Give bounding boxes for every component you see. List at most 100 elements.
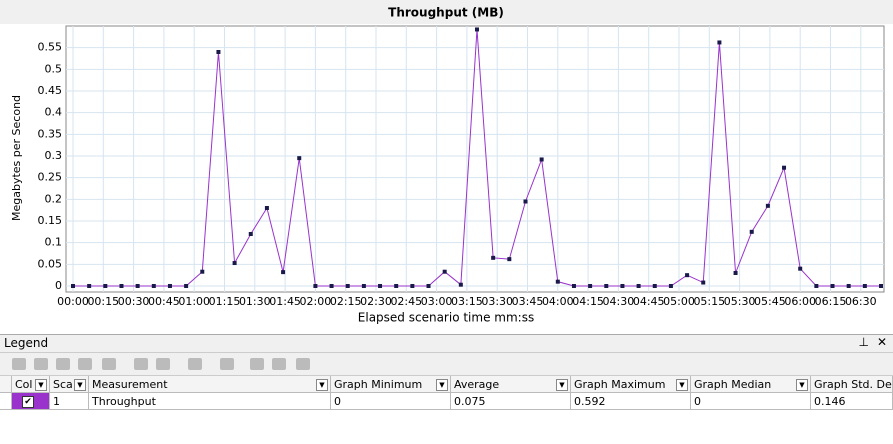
y-tick-label: 0.25 [38,171,63,184]
point [410,284,415,288]
y-tick-label: 0.15 [38,214,63,227]
toolbar-button[interactable] [78,358,92,370]
filter-dropdown[interactable]: ▼ [796,379,808,391]
toolbar-button[interactable] [34,358,48,370]
point [571,284,576,288]
toolbar-button[interactable] [56,358,70,370]
x-tick-label: 03:45 [512,295,544,308]
toolbar [0,352,893,376]
y-tick-label: 0.35 [38,127,63,140]
column-header[interactable]: Average ▼ [451,376,571,393]
x-tick-label: 04:45 [633,295,665,308]
x-tick-label: 00:00 [57,295,89,308]
point [652,284,657,288]
x-tick-label: 04:15 [572,295,604,308]
point [313,284,318,288]
table-cell-text: 1 [53,395,60,408]
x-tick-label: 04:00 [542,295,574,308]
toolbar-button[interactable] [188,358,202,370]
point [329,284,334,288]
point [685,273,690,278]
point [442,269,447,274]
column-header[interactable]: Measurement ▼ [89,376,331,393]
point [555,279,560,284]
row-selector-header [0,376,12,393]
table-cell: 0.146 [811,393,893,410]
toolbar-button[interactable] [156,358,170,370]
table-cell: 1 [50,393,89,410]
y-tick-label: 0.4 [45,106,63,119]
x-axis-label: Elapsed scenario time mm:ss [358,311,534,325]
point [846,284,851,288]
point [297,156,302,161]
point [539,157,544,162]
toolbar-button[interactable] [134,358,148,370]
toolbar-button[interactable] [220,358,234,370]
legend-panel-header: Legend ⊥ ✕ [0,334,893,353]
x-tick-label: 02:15 [330,295,362,308]
point [491,255,496,260]
toolbar-button[interactable] [296,358,310,370]
point [798,266,803,271]
column-header-text: Graph Std. Devi [814,378,893,391]
point [151,284,156,288]
toolbar-button[interactable] [12,358,26,370]
column-header-text: Sca [53,378,73,391]
point [830,284,835,288]
point [701,280,706,285]
table-cell-text: 0.075 [454,395,486,408]
x-tick-label: 00:45 [148,295,180,308]
filter-dropdown[interactable]: ▼ [74,379,86,391]
filter-dropdown[interactable]: ▼ [436,379,448,391]
point [394,284,399,288]
close-button[interactable]: ✕ [876,335,887,349]
y-tick-label: 0.3 [45,149,63,162]
filter-dropdown[interactable]: ▼ [556,379,568,391]
point [232,261,237,266]
row-selector [0,393,12,410]
plot-frame [65,25,885,293]
point [119,284,124,288]
point [378,284,383,288]
y-tick-label: 0.45 [38,84,63,97]
point [717,40,722,45]
toolbar-button[interactable] [250,358,264,370]
column-header[interactable]: Graph Maximum ▼ [571,376,691,393]
point [765,203,770,208]
y-tick-label: 0.1 [45,236,63,249]
pin-button[interactable]: ⊥ [858,335,869,349]
x-tick-label: 05:45 [754,295,786,308]
color-cell[interactable]: ✔ [12,393,50,410]
table-cell-text: Throughput [92,395,156,408]
x-tick-label: 06:30 [845,295,877,308]
filter-dropdown[interactable]: ▼ [676,379,688,391]
x-tick-label: 01:00 [178,295,210,308]
column-header[interactable]: Sca ▼ [50,376,89,393]
toolbar-button[interactable] [102,358,116,370]
table-cell: 0.592 [571,393,691,410]
point [620,284,625,288]
table-cell-text: 0.146 [814,395,846,408]
filter-dropdown[interactable]: ▼ [316,379,328,391]
column-header[interactable]: Graph Minimum ▼ [331,376,451,393]
column-header-text: Graph Minimum [334,378,423,391]
point [264,206,269,210]
point [733,271,738,275]
point [281,270,286,275]
toolbar-button[interactable] [272,358,286,370]
column-header[interactable]: Graph Median ▼ [691,376,811,393]
visibility-checkbox[interactable]: ✔ [22,396,34,408]
column-header-text: Average [454,378,500,391]
x-tick-label: 01:45 [269,295,301,308]
x-tick-label: 05:30 [724,295,756,308]
x-tick-label: 02:45 [390,295,422,308]
column-header[interactable]: Graph Std. Devi [811,376,893,393]
point [523,199,528,204]
filter-dropdown[interactable]: ▼ [35,379,47,391]
point [361,284,366,288]
table-cell-text: 0 [334,395,341,408]
column-header[interactable]: Col ▼ [12,376,50,393]
table-cell: 0.075 [451,393,571,410]
x-tick-label: 05:15 [693,295,725,308]
